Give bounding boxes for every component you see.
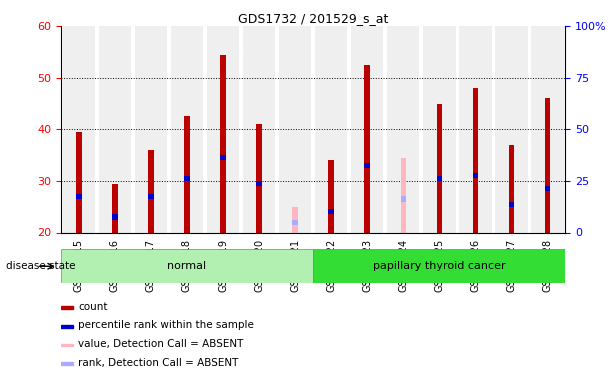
Bar: [207, 26, 239, 233]
Bar: [112, 214, 117, 220]
Bar: [292, 207, 298, 232]
Bar: [545, 99, 550, 232]
Bar: [364, 163, 370, 168]
Bar: [423, 26, 455, 233]
Bar: [257, 181, 262, 186]
Text: rank, Detection Call = ABSENT: rank, Detection Call = ABSENT: [78, 358, 239, 368]
Text: normal: normal: [167, 261, 207, 271]
Bar: [351, 26, 384, 233]
Bar: [220, 55, 226, 232]
Text: papillary thyroid cancer: papillary thyroid cancer: [373, 261, 506, 271]
Bar: [509, 145, 514, 232]
Bar: [61, 362, 73, 365]
Bar: [61, 344, 73, 346]
Bar: [472, 88, 478, 232]
Bar: [61, 306, 73, 309]
Bar: [495, 26, 528, 233]
Bar: [472, 173, 478, 178]
Bar: [364, 65, 370, 232]
Bar: [279, 26, 311, 233]
Bar: [401, 196, 406, 202]
Text: value, Detection Call = ABSENT: value, Detection Call = ABSENT: [78, 339, 244, 349]
Bar: [148, 194, 154, 199]
Text: percentile rank within the sample: percentile rank within the sample: [78, 321, 254, 330]
Bar: [545, 186, 550, 191]
Bar: [98, 26, 131, 233]
Bar: [243, 26, 275, 233]
Bar: [509, 202, 514, 207]
Bar: [76, 194, 81, 199]
Text: count: count: [78, 302, 108, 312]
Bar: [61, 249, 313, 283]
Bar: [459, 26, 491, 233]
Bar: [257, 124, 262, 232]
Bar: [135, 26, 167, 233]
Bar: [531, 26, 564, 233]
Bar: [112, 183, 117, 232]
Bar: [148, 150, 154, 232]
Bar: [387, 26, 420, 233]
Title: GDS1732 / 201529_s_at: GDS1732 / 201529_s_at: [238, 12, 389, 25]
Bar: [328, 209, 334, 214]
Bar: [171, 26, 203, 233]
Bar: [437, 176, 442, 181]
Bar: [184, 117, 190, 232]
Bar: [63, 26, 95, 233]
Bar: [315, 26, 347, 233]
Bar: [184, 176, 190, 181]
Text: disease state: disease state: [6, 261, 75, 271]
Bar: [313, 249, 565, 283]
Bar: [76, 132, 81, 232]
Bar: [292, 220, 298, 225]
Bar: [401, 158, 406, 232]
Bar: [220, 155, 226, 160]
Bar: [328, 160, 334, 232]
Bar: [61, 325, 73, 328]
Bar: [437, 104, 442, 232]
